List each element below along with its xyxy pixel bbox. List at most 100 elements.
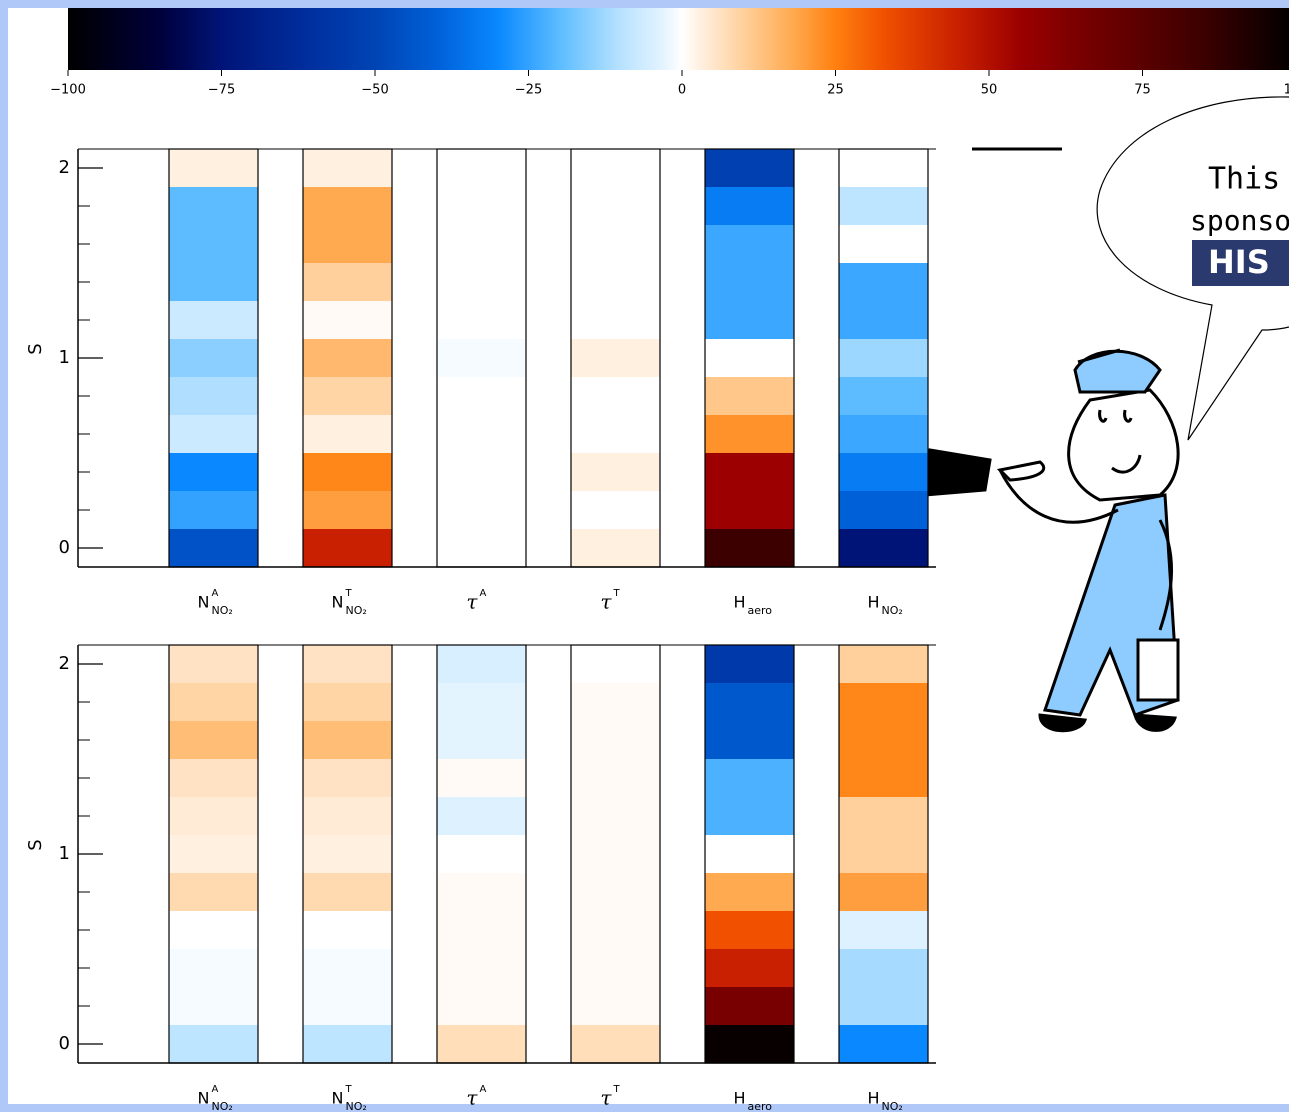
heatmap-cell	[303, 987, 392, 1025]
painter-arm	[1158, 519, 1173, 631]
heatmap-cell	[303, 225, 392, 263]
colorbar-tick-label: 100	[1284, 83, 1289, 98]
category-sup: A	[480, 588, 487, 599]
category-sup: A	[212, 1084, 219, 1095]
heatmap-cell	[169, 1025, 258, 1063]
heatmap-cell	[705, 187, 794, 225]
colorbar-tick-label: −50	[361, 83, 388, 98]
category-label: H	[867, 593, 879, 612]
category-label: N	[198, 593, 210, 612]
heatmap-cell	[169, 453, 258, 491]
colorbar-tick-label: 25	[827, 83, 844, 98]
category-sub: NO₂	[212, 1100, 233, 1112]
heatmap-cell	[303, 835, 392, 873]
category-label: H	[733, 1089, 745, 1108]
heatmap-cell	[437, 301, 526, 339]
category-label: τ	[466, 1086, 478, 1110]
heatmap-cell	[169, 759, 258, 797]
colorbar-tick-label: 0	[678, 83, 686, 98]
heatmap-cell	[303, 529, 392, 567]
heatmap-cell	[303, 377, 392, 415]
y-tick-label: 0	[59, 1033, 70, 1054]
heatmap-cell	[571, 187, 660, 225]
heatmap-cell	[839, 453, 928, 491]
category-label: H	[867, 1089, 879, 1108]
heatmap-cell	[303, 263, 392, 301]
category-sup: T	[613, 1084, 621, 1095]
heatmap-cell	[839, 759, 928, 797]
heatmap-cell	[571, 987, 660, 1025]
heatmap-cell	[705, 721, 794, 759]
heatmap-cell	[839, 835, 928, 873]
heatmap-cell	[839, 225, 928, 263]
painter-shoe	[1133, 713, 1177, 732]
heatmap-cell	[571, 911, 660, 949]
heatmap-cell	[839, 683, 928, 721]
heatmap-cell	[705, 873, 794, 911]
y-tick-label: 1	[59, 347, 70, 368]
heatmap-cell	[839, 911, 928, 949]
heatmap-cell	[571, 759, 660, 797]
heatmap-cell	[705, 225, 794, 263]
heatmap-cell	[571, 149, 660, 187]
heatmap-cell	[839, 263, 928, 301]
category-label: τ	[466, 590, 478, 614]
heatmap-cell	[303, 1025, 392, 1063]
heatmap-cell	[839, 797, 928, 835]
colorbar-tick-label: 75	[1134, 83, 1151, 98]
painter-shoe	[1038, 713, 1088, 733]
heatmap-cell	[705, 911, 794, 949]
heatmap-cell	[839, 1025, 928, 1063]
heatmap-cell	[303, 759, 392, 797]
heatmap-cell	[839, 491, 928, 529]
heatmap-cell	[437, 911, 526, 949]
heatmap-cell	[437, 835, 526, 873]
painter-eyes	[1098, 409, 1133, 423]
heatmap-cell	[303, 187, 392, 225]
heatmap-cell	[571, 721, 660, 759]
y-axis-label: S	[25, 839, 46, 850]
heatmap-cell	[705, 415, 794, 453]
colorbar-tick-label: −75	[208, 83, 235, 98]
heatmap-cell	[839, 721, 928, 759]
y-tick-label: 0	[59, 537, 70, 558]
painter	[923, 348, 1180, 733]
category-sup: T	[345, 1084, 353, 1095]
heatmap-cell	[303, 645, 392, 683]
heatmap-cell	[839, 645, 928, 683]
sponsor-logo	[1192, 240, 1289, 286]
heatmap-cell	[437, 415, 526, 453]
heatmap-cell	[705, 149, 794, 187]
heatmap-cell	[571, 491, 660, 529]
heatmap-cell	[303, 911, 392, 949]
heatmap-cell	[437, 949, 526, 987]
heatmap-cell	[571, 225, 660, 263]
category-sup: T	[613, 588, 621, 599]
heatmap-cell	[571, 1025, 660, 1063]
colorbar-tick-label: −25	[515, 83, 542, 98]
y-tick-label: 1	[59, 843, 70, 864]
heatmap-cell	[705, 453, 794, 491]
heatmap-cell	[303, 491, 392, 529]
heatmap-cell	[571, 377, 660, 415]
heatmap-cell	[571, 529, 660, 567]
heatmap-cell	[303, 415, 392, 453]
heatmap-cell	[169, 683, 258, 721]
category-sub: NO₂	[882, 1100, 903, 1112]
category-sub: aero	[748, 1100, 773, 1112]
bubble-line: This s	[1208, 162, 1289, 197]
heatmap-cell	[705, 263, 794, 301]
heatmap-cell	[169, 797, 258, 835]
category-sup: A	[212, 588, 219, 599]
heatmap-cell	[437, 721, 526, 759]
heatmap-cell	[303, 683, 392, 721]
heatmap-cell	[705, 301, 794, 339]
heatmap-cell	[705, 645, 794, 683]
heatmap-cell	[839, 873, 928, 911]
heatmap-cell	[437, 987, 526, 1025]
heatmap-cell	[839, 529, 928, 567]
heatmap-cell	[437, 225, 526, 263]
heatmap-cell	[169, 149, 258, 187]
heatmap-cell	[839, 187, 928, 225]
heatmap-cell	[169, 415, 258, 453]
